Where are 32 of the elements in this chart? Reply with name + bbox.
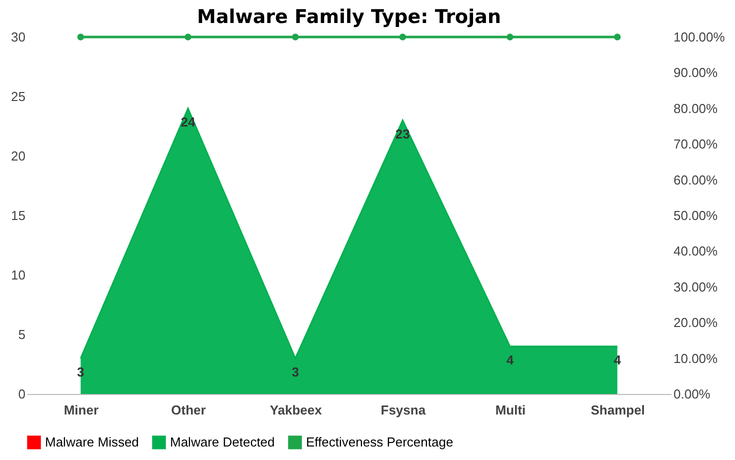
y2-tick-label: 90.00% <box>674 65 718 80</box>
y2-tick-label: 40.00% <box>674 244 718 259</box>
y2-tick-label: 60.00% <box>674 172 718 188</box>
data-label: 23 <box>395 126 410 142</box>
data-label: 24 <box>180 114 196 130</box>
x-tick-label: Yakbeex <box>270 402 323 418</box>
x-tick-label: Multi <box>495 402 526 418</box>
legend-label: Malware Missed <box>45 434 139 450</box>
y2-tick-label: 30.00% <box>674 279 718 294</box>
x-tick-label: Shampel <box>590 402 645 418</box>
legend-label: Malware Detected <box>170 434 275 450</box>
x-tick-label: Other <box>171 402 206 418</box>
y-tick-label: 30 <box>11 30 26 44</box>
chart-title: Malware Family Type: Trojan <box>197 6 501 28</box>
data-label: 3 <box>292 364 299 380</box>
y2-tick-label: 70.00% <box>674 136 718 152</box>
y2-tick-label: 100.00% <box>674 30 726 44</box>
legend-label: Effectiveness Percentage <box>306 434 454 450</box>
data-label: 4 <box>506 352 514 368</box>
y-tick-label: 20 <box>11 148 26 164</box>
y-tick-label: 10 <box>11 268 26 282</box>
y-tick-label: 25 <box>11 89 26 104</box>
y-tick-label: 0 <box>18 386 26 402</box>
y2-tick-label: 20.00% <box>674 315 718 330</box>
y2-tick-label: 80.00% <box>674 100 718 116</box>
x-tick-label: Fsysna <box>380 402 426 418</box>
y-tick-label: 15 <box>11 208 26 223</box>
x-tick-label: Miner <box>64 402 99 418</box>
y2-tick-label: 0.00% <box>674 386 711 402</box>
y2-tick-label: 50.00% <box>674 208 718 223</box>
y-tick-label: 5 <box>18 327 26 342</box>
y2-tick-label: 10.00% <box>674 350 718 366</box>
